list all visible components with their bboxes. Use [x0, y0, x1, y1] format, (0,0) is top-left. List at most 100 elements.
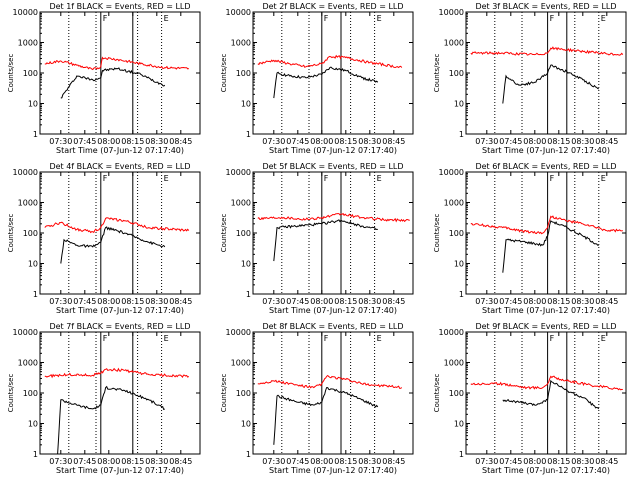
chart-panel-5: Det 5f BLACK = Events, RED = LLD 1 10 100 10… [220, 162, 414, 315]
chart-panel-7: Det 7f BLACK = Events, RED = LLD 1 10 100 10… [7, 322, 201, 475]
x-tick-label: 07:45 [499, 297, 522, 306]
x-tick-label: 07:30 [262, 297, 285, 306]
lld-series-line [44, 56, 189, 71]
x-tick-label: 08:00 [523, 297, 546, 306]
y-tick-label: 1 [246, 130, 251, 139]
x-tick-label: 08:30 [571, 457, 594, 466]
plot-frame [39, 331, 201, 455]
marker-bracket-label: E [601, 14, 606, 23]
y-tick-label: 1000 [444, 359, 464, 368]
y-tick-label: 1000 [444, 39, 464, 48]
x-tick-label: 08:00 [310, 137, 333, 146]
x-tick-label: 08:00 [97, 137, 120, 146]
y-axis-label: Counts/sec [433, 54, 441, 93]
marker-bracket-label: E [377, 174, 382, 183]
x-tick-label: 07:30 [262, 457, 285, 466]
events-series-line [502, 379, 600, 410]
chart-title: Det 3f BLACK = Events, RED = LLD [475, 2, 616, 11]
marker-bracket-label: E [164, 14, 169, 23]
chart-panel-9: Det 9f BLACK = Events, RED = LLD 1 10 100 10… [433, 322, 627, 475]
lld-series-line [470, 215, 623, 235]
y-tick-label: 1 [33, 450, 38, 459]
y-tick-label: 1 [459, 450, 464, 459]
marker-bracket-label: F [550, 14, 555, 23]
x-tick-label: 07:30 [475, 457, 498, 466]
x-tick-label: 07:45 [286, 297, 309, 306]
chart-title: Det 5f BLACK = Events, RED = LLD [262, 162, 403, 171]
chart-panel-6: Det 6f BLACK = Events, RED = LLD 1 10 100 10… [433, 162, 627, 315]
x-axis-label: Start Time (07-Jun-12 07:17:40) [56, 146, 184, 155]
y-tick-label: 100 [236, 389, 251, 398]
x-axis-label: Start Time (07-Jun-12 07:17:40) [56, 306, 184, 315]
marker-bracket-label: E [377, 14, 382, 23]
x-tick-label: 08:00 [97, 297, 120, 306]
chart-title: Det 9f BLACK = Events, RED = LLD [475, 322, 616, 331]
y-axis-label: Counts/sec [433, 374, 441, 413]
events-series-line [273, 387, 379, 445]
chart-title: Det 1f BLACK = Events, RED = LLD [49, 2, 190, 11]
events-series-line [60, 226, 166, 264]
x-axis-label: Start Time (07-Jun-12 07:17:40) [269, 466, 397, 475]
lld-series-line [470, 375, 623, 391]
lld-series-line [257, 54, 403, 69]
y-tick-label: 1 [246, 290, 251, 299]
marker-bracket-label: F [103, 334, 108, 343]
y-tick-label: 10000 [13, 328, 38, 337]
x-tick-label: 08:45 [595, 457, 618, 466]
marker-bracket-label: F [103, 14, 108, 23]
x-tick-label: 08:45 [382, 297, 405, 306]
x-tick-label: 08:15 [334, 137, 357, 146]
x-tick-label: 08:00 [523, 137, 546, 146]
y-tick-label: 100 [23, 229, 38, 238]
x-tick-label: 07:30 [475, 297, 498, 306]
y-tick-label: 100 [236, 69, 251, 78]
x-tick-label: 08:30 [358, 137, 381, 146]
x-axis-label: Start Time (07-Jun-12 07:17:40) [269, 306, 397, 315]
y-tick-label: 1 [33, 290, 38, 299]
y-tick-label: 10000 [13, 168, 38, 177]
y-axis-label: Counts/sec [7, 214, 15, 253]
x-tick-label: 07:45 [286, 137, 309, 146]
chart-title: Det 2f BLACK = Events, RED = LLD [262, 2, 403, 11]
x-axis-label: Start Time (07-Jun-12 07:17:40) [269, 146, 397, 155]
y-axis-label: Counts/sec [7, 54, 15, 93]
x-tick-label: 08:45 [169, 457, 192, 466]
y-tick-label: 1 [33, 130, 38, 139]
marker-bracket-label: F [103, 174, 108, 183]
x-tick-label: 07:45 [73, 137, 96, 146]
y-tick-label: 10 [454, 260, 464, 269]
chart-panel-8: Det 8f BLACK = Events, RED = LLD 1 10 100 10… [220, 322, 414, 475]
x-tick-label: 08:30 [145, 297, 168, 306]
y-axis-label: Counts/sec [433, 214, 441, 253]
y-tick-label: 1000 [18, 359, 38, 368]
x-tick-label: 08:15 [547, 137, 570, 146]
y-axis-label: Counts/sec [7, 374, 15, 413]
lld-series-line [257, 374, 403, 389]
plot-frame [465, 171, 627, 295]
y-tick-label: 100 [23, 389, 38, 398]
y-tick-label: 1 [246, 450, 251, 459]
y-tick-label: 10000 [439, 168, 464, 177]
x-axis-label: Start Time (07-Jun-12 07:17:40) [482, 306, 610, 315]
x-axis-label: Start Time (07-Jun-12 07:17:40) [482, 466, 610, 475]
x-tick-label: 07:45 [499, 137, 522, 146]
x-axis-label: Start Time (07-Jun-12 07:17:40) [482, 146, 610, 155]
x-tick-label: 08:30 [145, 457, 168, 466]
y-tick-label: 10000 [439, 328, 464, 337]
lld-series-line [44, 367, 190, 379]
x-tick-label: 07:30 [49, 457, 72, 466]
x-tick-label: 08:15 [121, 297, 144, 306]
x-tick-label: 08:30 [145, 137, 168, 146]
y-tick-label: 10 [241, 100, 251, 109]
plot-frame [39, 171, 201, 295]
chart-panel-1: Det 1f BLACK = Events, RED = LLD 1 10 100 10… [7, 2, 201, 155]
lld-series-line [44, 217, 190, 234]
lld-series-line [470, 46, 624, 56]
x-tick-label: 08:15 [334, 297, 357, 306]
y-tick-label: 100 [236, 229, 251, 238]
x-tick-label: 08:45 [595, 137, 618, 146]
y-tick-label: 10000 [439, 8, 464, 17]
x-tick-label: 08:45 [169, 297, 192, 306]
x-axis-label: Start Time (07-Jun-12 07:17:40) [56, 466, 184, 475]
plot-frame [465, 11, 627, 135]
